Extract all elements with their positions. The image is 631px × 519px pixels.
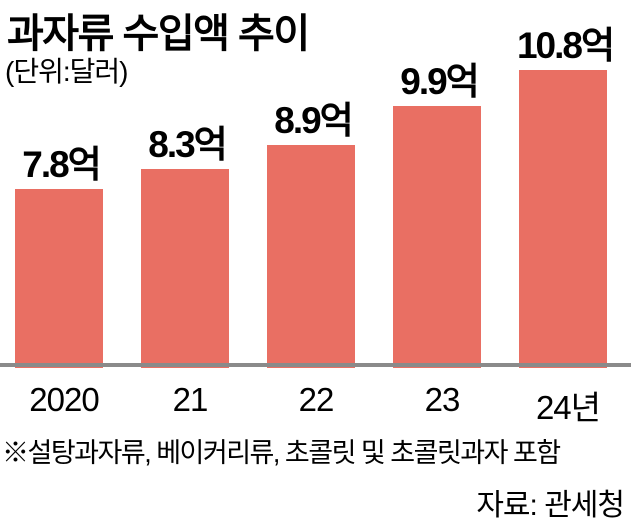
value-label-2020: 7.8억: [22, 144, 101, 185]
x-axis-label-21: 21: [172, 381, 209, 418]
value-label-22: 8.9억: [274, 100, 353, 141]
x-axis-label-23: 23: [424, 381, 461, 418]
bar-2020: [15, 189, 103, 368]
value-label-21: 8.3억: [148, 124, 227, 165]
value-label-24년: 10.8억: [516, 25, 615, 66]
bar-24년: [519, 70, 607, 368]
chart-unit-label: (단위:달러): [5, 56, 128, 87]
x-axis-line: [0, 363, 631, 367]
bar-21: [141, 169, 229, 368]
chart-footnote: ※설탕과자류, 베이커리류, 초콜릿 및 초콜릿과자 포함: [2, 438, 561, 468]
chart-title: 과자류 수입액 추이: [7, 12, 310, 56]
bar-23: [393, 106, 481, 368]
x-axis-label-22: 22: [298, 381, 335, 418]
bar-22: [267, 145, 355, 368]
x-axis-label-24년: 24년: [535, 389, 601, 426]
x-axis-label-2020: 2020: [29, 381, 99, 418]
chart-source: 자료: 관세청: [476, 489, 625, 519]
value-label-23: 9.9억: [400, 61, 479, 102]
